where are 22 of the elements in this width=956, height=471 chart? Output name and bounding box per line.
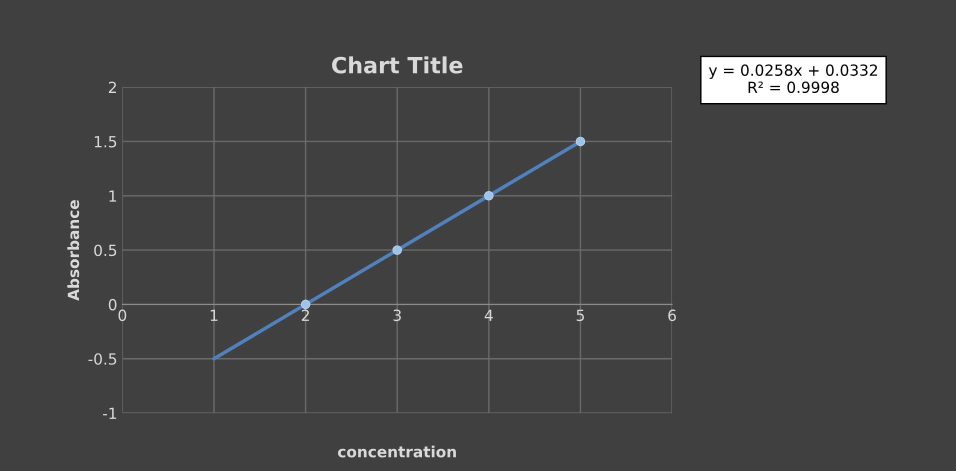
chart-title: Chart Title — [332, 56, 462, 74]
y-tick-label: 0 — [108, 298, 116, 310]
y-tick-label: -1 — [103, 408, 116, 419]
y-axis-title: Absorbance — [67, 200, 80, 301]
point — [300, 300, 310, 310]
x-tick-label: 2 — [302, 310, 309, 321]
x-tick-label: 4 — [484, 310, 493, 321]
y-tick-label: 0.5 — [94, 244, 116, 256]
y-tick-label: -0.5 — [88, 353, 116, 365]
x-tick-label: 0 — [118, 310, 126, 322]
x-tick-label: 5 — [576, 310, 584, 322]
point — [576, 136, 586, 146]
x-axis-title: concentration — [338, 446, 456, 458]
x-tick-label: 6 — [668, 310, 676, 322]
x-tick-label: 1 — [210, 310, 218, 321]
text: y = 0.0258x + 0.0332 R² = 0.9998 — [708, 64, 877, 94]
point — [392, 245, 402, 255]
x-tick-label: 3 — [394, 310, 401, 322]
y-tick-label: 1.5 — [94, 136, 116, 148]
point — [484, 191, 494, 201]
y-tick-label: 1 — [109, 190, 116, 202]
y-tick-label: 2 — [108, 82, 116, 93]
